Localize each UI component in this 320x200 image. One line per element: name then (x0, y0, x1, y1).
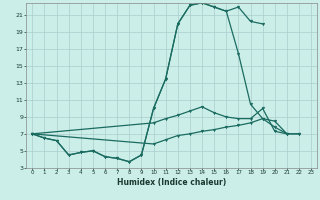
X-axis label: Humidex (Indice chaleur): Humidex (Indice chaleur) (117, 178, 226, 187)
